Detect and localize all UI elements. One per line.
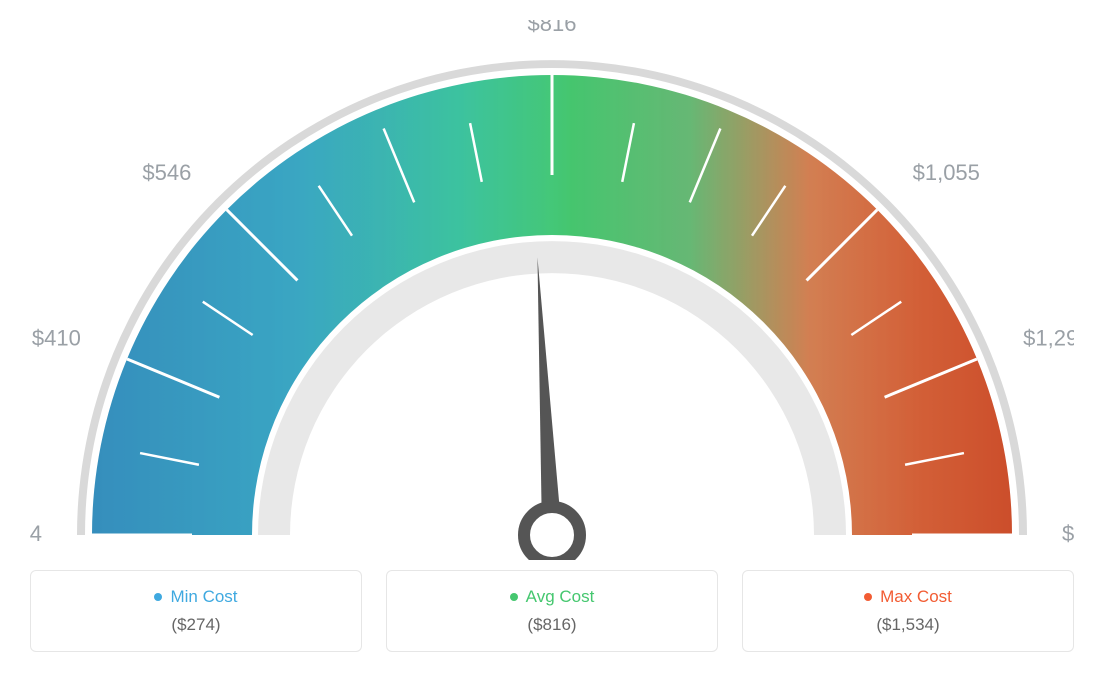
legend-card-min: Min Cost ($274) bbox=[30, 570, 362, 652]
svg-text:$1,294: $1,294 bbox=[1023, 326, 1074, 351]
legend-label-min-text: Min Cost bbox=[170, 587, 237, 607]
legend-label-min: Min Cost bbox=[154, 587, 237, 607]
legend-card-max: Max Cost ($1,534) bbox=[742, 570, 1074, 652]
legend-label-avg-text: Avg Cost bbox=[526, 587, 595, 607]
svg-text:$410: $410 bbox=[32, 326, 81, 351]
legend-value-min: ($274) bbox=[171, 615, 220, 635]
cost-gauge-chart: $274 $410 $546 $816 $1,055 $1,294 $1,534 bbox=[30, 20, 1074, 560]
legend-card-avg: Avg Cost ($816) bbox=[386, 570, 718, 652]
legend-value-max: ($1,534) bbox=[876, 615, 939, 635]
legend-label-max: Max Cost bbox=[864, 587, 952, 607]
svg-text:$1,055: $1,055 bbox=[913, 160, 980, 185]
legend-label-max-text: Max Cost bbox=[880, 587, 952, 607]
svg-text:$1,534: $1,534 bbox=[1062, 521, 1074, 546]
legend-value-avg: ($816) bbox=[527, 615, 576, 635]
svg-text:$274: $274 bbox=[30, 521, 42, 546]
svg-text:$816: $816 bbox=[528, 20, 577, 36]
svg-text:$546: $546 bbox=[142, 160, 191, 185]
legend-label-avg: Avg Cost bbox=[510, 587, 595, 607]
legend-row: Min Cost ($274) Avg Cost ($816) Max Cost… bbox=[30, 570, 1074, 652]
